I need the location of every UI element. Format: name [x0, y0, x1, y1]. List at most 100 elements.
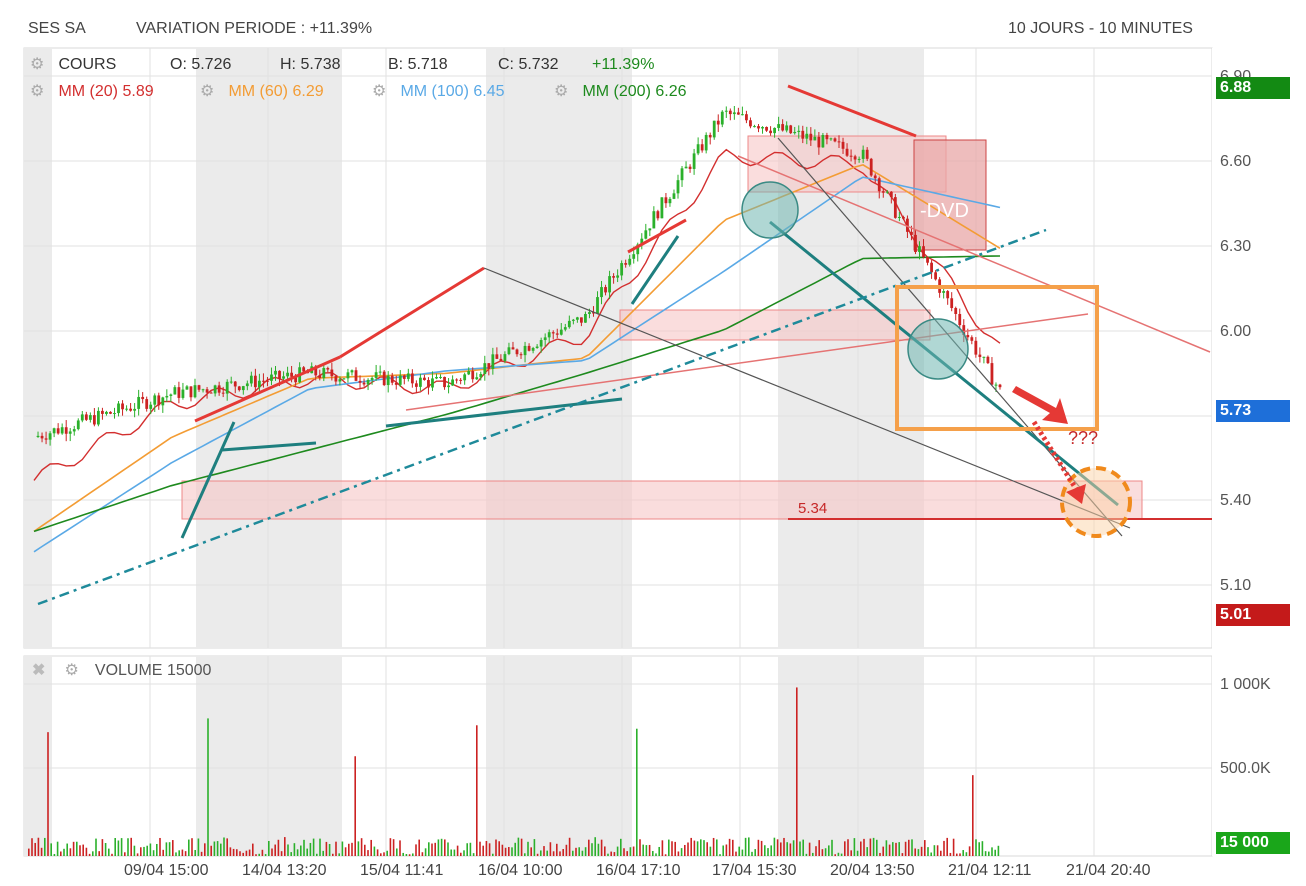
volume-bar: [613, 852, 616, 856]
volume-bar: [402, 852, 404, 856]
volume-bar: [936, 845, 939, 856]
candle-body: [841, 141, 845, 149]
volume-bar: [175, 852, 177, 856]
volume-bar: [44, 837, 46, 856]
candle-body: [92, 415, 96, 425]
volume-bar: [178, 850, 180, 856]
volume-bar: [511, 847, 513, 856]
price-tick: 6.30: [1220, 238, 1252, 255]
close-icon[interactable]: ✖: [32, 662, 46, 679]
volume-bar: [959, 853, 961, 856]
volume-bar: [943, 840, 945, 856]
candle-body: [797, 130, 801, 132]
volume-bar: [610, 851, 612, 856]
trendline-red-thin-2: [405, 313, 1089, 411]
volume-bar: [652, 850, 654, 856]
volume-bar: [98, 851, 100, 856]
candle-body: [495, 354, 499, 359]
candle-body: [853, 156, 857, 160]
candle-body: [966, 334, 970, 338]
volume-bar: [296, 849, 299, 856]
high-value: H: 5.738: [280, 56, 341, 73]
volume-bar: [575, 847, 577, 856]
teal-line-4: [630, 235, 680, 305]
volume-bar: [952, 838, 955, 856]
volume-bar: [354, 756, 356, 856]
candle-body: [974, 340, 978, 355]
volume-bar: [911, 839, 913, 856]
candle-body: [221, 392, 225, 394]
candle-body: [555, 333, 559, 335]
volume-bar: [700, 839, 702, 856]
volume-bar: [479, 841, 481, 856]
candle-body: [781, 124, 785, 131]
volume-bar: [287, 844, 289, 856]
volume-bar: [258, 853, 260, 856]
gear-icon[interactable]: ⚙: [554, 83, 569, 100]
volume-bar: [392, 839, 395, 856]
volume-bar: [581, 850, 584, 856]
volume-bar: [306, 848, 308, 856]
volume-bar: [300, 845, 302, 856]
volume-bar: [149, 843, 152, 856]
volume-bar: [31, 838, 33, 856]
volume-bar: [319, 838, 321, 856]
volume-legend[interactable]: ✖ ⚙ VOLUME 15000: [32, 662, 211, 680]
volume-bar: [540, 850, 542, 856]
volume-bar: [927, 847, 929, 856]
candle-body: [169, 394, 173, 396]
candle-body: [837, 141, 841, 143]
volume-bar: [831, 839, 833, 856]
candle-body: [487, 363, 491, 369]
volume-bar: [892, 842, 894, 856]
volume-bar: [844, 841, 846, 856]
gear-icon[interactable]: ⚙: [372, 83, 387, 100]
session-band-volume: [196, 656, 342, 856]
dotted-arrow: [1031, 420, 1081, 494]
candle-body: [414, 383, 418, 387]
candle-body: [334, 376, 338, 382]
volume-bar: [248, 849, 251, 856]
gear-icon[interactable]: ⚙: [200, 83, 215, 100]
volume-bar: [559, 851, 561, 856]
volume-bar: [834, 854, 836, 856]
change-value: +11.39%: [592, 56, 655, 73]
last-price-badge: 5.73: [1216, 400, 1290, 422]
candle-body: [326, 368, 330, 370]
volume-bar: [290, 852, 292, 856]
candle-body: [338, 379, 342, 382]
ma20-legend[interactable]: ⚙ MM (20) 5.89: [30, 83, 154, 101]
volume-bars: [28, 687, 1000, 856]
ma200-label: MM (200): [582, 83, 651, 100]
ma100-legend[interactable]: ⚙ MM (100) 6.45: [372, 83, 505, 101]
gear-icon[interactable]: ⚙: [30, 56, 45, 73]
candle-body: [716, 120, 720, 125]
volume-bar: [853, 838, 856, 856]
candle-body: [225, 381, 229, 394]
cours-legend[interactable]: ⚙ COURS: [30, 56, 116, 74]
volume-bar: [133, 845, 136, 856]
volume-bar: [904, 841, 907, 856]
ma200-legend[interactable]: ⚙ MM (200) 6.26: [554, 83, 687, 101]
candle-body: [459, 379, 463, 381]
period-label[interactable]: 10 JOURS - 10 MINUTES: [1008, 20, 1193, 37]
candle-body: [60, 427, 64, 434]
volume-tick: 1 000K: [1220, 676, 1271, 693]
candle-body: [910, 231, 913, 235]
gear-icon[interactable]: ⚙: [30, 83, 45, 100]
candle-body: [906, 218, 909, 232]
volume-bar: [620, 838, 622, 856]
candle-body: [994, 384, 998, 386]
candle-body: [113, 413, 116, 415]
candle-body: [869, 158, 873, 176]
candle-body: [133, 408, 137, 411]
gear-icon[interactable]: ⚙: [64, 662, 79, 679]
ma60-legend[interactable]: ⚙ MM (60) 6.29: [200, 83, 324, 101]
volume-bar: [738, 846, 740, 856]
volume-bar: [962, 850, 964, 856]
volume-bar: [594, 837, 596, 856]
dotted-arrow-head-icon: [1066, 484, 1086, 504]
candle-body: [507, 347, 511, 355]
candle-body: [390, 375, 394, 383]
